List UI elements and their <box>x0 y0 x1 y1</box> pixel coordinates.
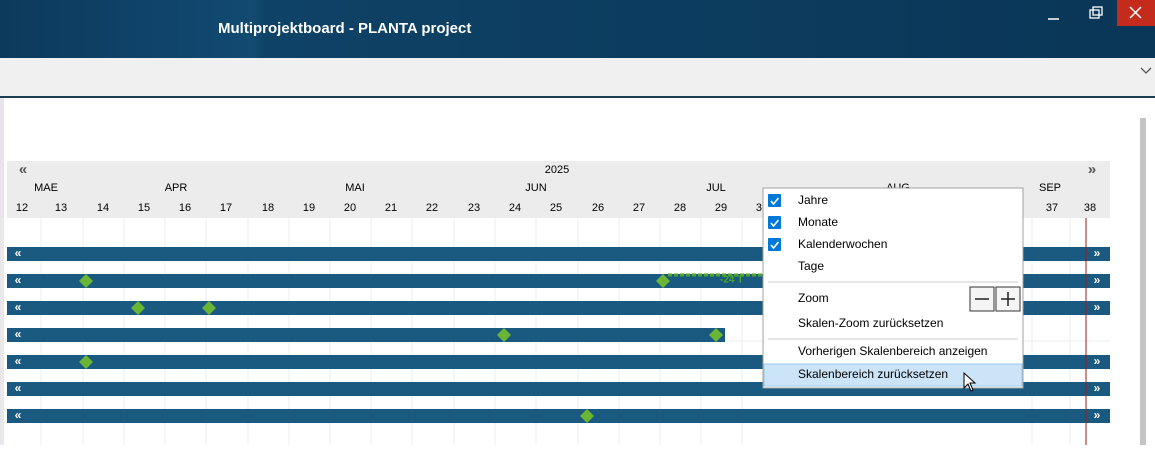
week-label: 27 <box>633 202 645 214</box>
bar-arrow: « <box>15 273 22 287</box>
year-label: 2025 <box>545 164 569 176</box>
week-label: 23 <box>468 202 480 214</box>
menu-item[interactable]: Tage <box>798 259 824 273</box>
month-label: SEP <box>1039 182 1061 194</box>
menu-highlight <box>763 363 1023 387</box>
scrollbar[interactable] <box>1140 118 1146 445</box>
week-label: 24 <box>509 202 521 214</box>
week-label: 37 <box>1046 202 1058 214</box>
week-label: 21 <box>385 202 397 214</box>
check-mark <box>770 219 780 228</box>
close-icon <box>1129 6 1142 19</box>
checkbox[interactable] <box>768 238 781 251</box>
bar-arrow: » <box>1094 354 1101 368</box>
bar-arrow: » <box>1094 273 1101 287</box>
week-label: 19 <box>303 202 315 214</box>
bar-arrow: » <box>1094 408 1101 422</box>
bar-arrow: » <box>1094 246 1101 260</box>
week-label: 13 <box>55 202 67 214</box>
week-label: 14 <box>97 202 109 214</box>
bar-arrow: « <box>15 327 22 341</box>
week-label: 15 <box>138 202 150 214</box>
mouse-cursor <box>963 371 977 392</box>
milestone[interactable] <box>202 301 216 315</box>
restore-button[interactable] <box>1089 6 1103 19</box>
month-label: MAE <box>34 182 58 194</box>
divider <box>0 96 1155 98</box>
week-label: 38 <box>1084 202 1096 214</box>
toolbar <box>0 58 1155 97</box>
week-label: 29 <box>715 202 727 214</box>
month-label: APR <box>165 182 188 194</box>
month-label: MAI <box>345 182 365 194</box>
bar-arrow: » <box>1094 300 1101 314</box>
week-label: 28 <box>674 202 686 214</box>
scroll-right[interactable]: » <box>1088 161 1096 178</box>
week-label: 17 <box>220 202 232 214</box>
bar-arrow: « <box>15 300 22 314</box>
title-bar <box>0 0 1155 58</box>
milestone[interactable] <box>79 355 93 369</box>
scroll-left[interactable]: « <box>19 161 27 178</box>
month-label: JUN <box>525 182 546 194</box>
zoom-icon <box>1001 292 1015 306</box>
week-label: 18 <box>262 202 274 214</box>
milestone[interactable] <box>131 301 145 315</box>
week-label: 12 <box>16 202 28 214</box>
milestone[interactable] <box>656 274 670 288</box>
menu-item[interactable]: Monate <box>798 215 838 229</box>
month-label: JUL <box>706 182 726 194</box>
menu-item[interactable]: Vorherigen Skalenbereich anzeigen <box>798 344 987 358</box>
milestone[interactable] <box>79 274 93 288</box>
buffer-label: -24 T <box>720 275 743 286</box>
milestone[interactable] <box>497 328 511 342</box>
project-bar[interactable] <box>7 328 725 342</box>
menu-item[interactable]: Skalenbereich zurücksetzen <box>798 367 948 381</box>
week-label: 20 <box>344 202 356 214</box>
bar-arrow: » <box>1094 381 1101 395</box>
project-bar[interactable] <box>7 409 1110 423</box>
expand-chevron[interactable] <box>1140 67 1152 74</box>
menu-item[interactable]: Zoom <box>798 291 829 305</box>
check-mark <box>770 197 780 206</box>
menu-item[interactable]: Kalenderwochen <box>798 237 887 251</box>
milestone[interactable] <box>580 409 594 423</box>
milestone[interactable] <box>709 328 723 342</box>
week-label: 25 <box>550 202 562 214</box>
week-label: 26 <box>592 202 604 214</box>
checkbox[interactable] <box>768 194 781 207</box>
checkbox[interactable] <box>768 216 781 229</box>
bar-arrow: « <box>15 381 22 395</box>
bar-arrow: « <box>15 354 22 368</box>
menu-item[interactable]: Jahre <box>798 193 828 207</box>
week-label: 22 <box>426 202 438 214</box>
bar-arrow: « <box>15 246 22 260</box>
check-mark <box>770 241 780 250</box>
window-title: Multiprojektboard - PLANTA project <box>218 20 471 37</box>
menu-item[interactable]: Skalen-Zoom zurücksetzen <box>798 316 943 330</box>
bar-arrow: « <box>15 408 22 422</box>
week-label: 16 <box>179 202 191 214</box>
